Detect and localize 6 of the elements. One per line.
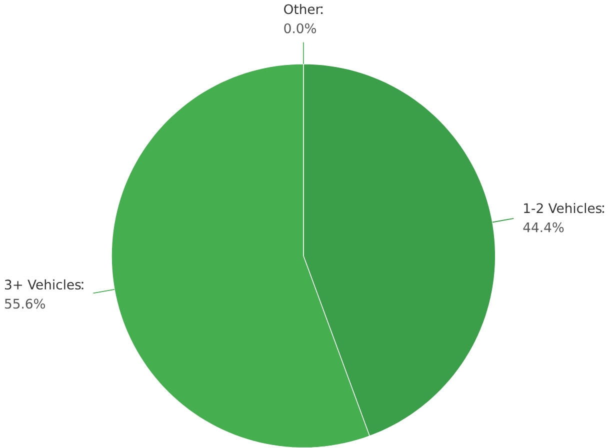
text: 0.0% (284, 23, 316, 34)
data-label: 55.6% (5, 298, 45, 309)
slice-label: 1-2 Vehicles (524, 202, 602, 214)
data-label: 44.4% (523, 222, 564, 232)
legend-label: Other (284, 4, 321, 14)
slice-label: 3+ Vehicles (4, 279, 81, 290)
